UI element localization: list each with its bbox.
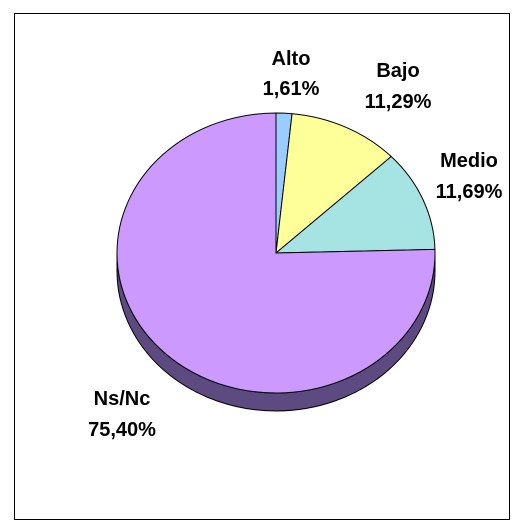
slice-value-medio: 11,69% — [436, 181, 503, 203]
slice-name-ns-nc: Ns/Nc — [94, 388, 151, 410]
slice-name-medio: Medio — [440, 150, 498, 172]
slice-value-alto: 1,61% — [263, 78, 320, 100]
pie-slices — [116, 112, 436, 394]
slice-value-ns-nc: 75,40% — [88, 419, 156, 441]
slice-name-bajo: Bajo — [376, 60, 419, 82]
slice-name-alto: Alto — [272, 48, 311, 70]
slice-medio — [274, 155, 436, 254]
pie-labels: Alto 1,61% Bajo 11,29% Medio 11,69% Ns/Nc 75,40… — [88, 48, 503, 441]
slice-value-bajo: 11,29% — [365, 91, 432, 113]
slice-bajo — [275, 113, 392, 255]
slice-ns-nc — [116, 112, 436, 394]
